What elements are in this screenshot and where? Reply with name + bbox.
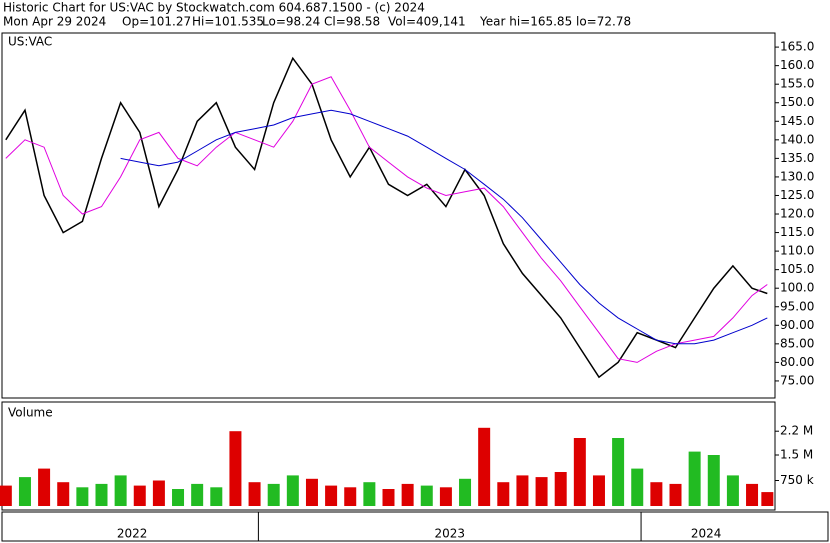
volume-bar: [592, 475, 605, 506]
volume-bar: [76, 487, 89, 506]
volume-bar: [133, 485, 146, 506]
volume-bar: [57, 482, 70, 506]
y-tick-label: 110.0: [780, 244, 814, 258]
y-tick-label: 135.0: [780, 151, 814, 165]
volume-bar: [286, 475, 299, 506]
y-tick-label: 75.00: [780, 373, 814, 387]
volume-bar: [114, 475, 127, 506]
volume-bar: [95, 483, 108, 506]
y-tick-label: 125.0: [780, 188, 814, 202]
header-year-high: Year hi=165.85: [479, 15, 572, 29]
volume-bar: [535, 477, 548, 506]
volume-panel-label: Volume: [8, 406, 53, 420]
price-line: [5, 76, 768, 363]
x-tick-label: 2024: [691, 527, 722, 541]
volume-bar: [612, 438, 625, 506]
header-line2: Mon Apr 29 2024 Op=101.27 Hi=101.535 Lo=…: [3, 15, 631, 29]
volume-bar: [439, 487, 452, 506]
header-year-low: lo=72.78: [576, 15, 631, 29]
volume-bar: [554, 472, 567, 506]
volume-bar: [210, 487, 223, 506]
header-low: Lo=98.24: [262, 15, 320, 29]
y-tick-label: 165.0: [780, 40, 814, 54]
volume-bar: [459, 478, 472, 506]
header-line1: Historic Chart for US:VAC by Stockwatch.…: [3, 1, 425, 15]
volume-bar: [573, 438, 586, 506]
volume-bar: [746, 483, 759, 506]
y-tick-label: 105.0: [780, 262, 814, 276]
volume-bar: [305, 478, 318, 506]
volume-panel: [1, 401, 776, 511]
volume-bar: [38, 468, 51, 506]
volume-bar: [516, 475, 529, 506]
y-tick-label: 160.0: [780, 58, 814, 72]
volume-bar: [172, 489, 185, 506]
price-panel-label: US:VAC: [8, 35, 52, 49]
y-tick-label: 130.0: [780, 169, 814, 183]
volume-bar: [248, 482, 261, 506]
header-close: Cl=98.58: [324, 15, 380, 29]
header-open: Op=101.27: [122, 15, 191, 29]
volume-bar: [325, 485, 338, 506]
volume-bar: [344, 487, 357, 506]
time-axis: [1, 511, 829, 542]
y-tick-label: 750 k: [780, 473, 814, 487]
x-tick-label: 2023: [434, 527, 465, 541]
y-tick-label: 140.0: [780, 132, 814, 146]
volume-bar: [497, 482, 510, 506]
volume-bar: [0, 485, 12, 506]
y-tick-label: 2.2 M: [780, 424, 813, 438]
y-tick-label: 1.5 M: [780, 448, 813, 462]
volume-bar: [761, 492, 774, 506]
volume-bar: [382, 489, 395, 506]
header-volume: Vol=409,141: [388, 15, 466, 29]
price-line: [5, 56, 768, 379]
y-tick-label: 85.00: [780, 336, 814, 350]
volume-bar: [688, 451, 701, 506]
volume-bar: [669, 483, 682, 506]
header-high: Hi=101.535: [192, 15, 264, 29]
y-tick-label: 80.00: [780, 355, 814, 369]
volume-bar: [152, 480, 165, 506]
y-tick-label: 150.0: [780, 95, 814, 109]
volume-bar: [478, 427, 491, 506]
y-tick-label: 95.00: [780, 299, 814, 313]
volume-bar: [18, 477, 31, 506]
volume-bar: [267, 483, 280, 506]
volume-bar: [631, 468, 644, 506]
y-tick-label: 155.0: [780, 77, 814, 91]
price-line: [120, 109, 768, 345]
volume-bar: [401, 483, 414, 506]
volume-bar: [363, 482, 376, 506]
y-tick-label: 100.0: [780, 281, 814, 295]
volume-bar: [650, 482, 663, 506]
x-tick-label: 2022: [117, 527, 148, 541]
y-tick-label: 90.00: [780, 318, 814, 332]
y-tick-label: 120.0: [780, 207, 814, 221]
price-panel: [1, 32, 776, 399]
header-date: Mon Apr 29 2024: [3, 15, 106, 29]
volume-bar: [726, 475, 739, 506]
y-tick-label: 145.0: [780, 114, 814, 128]
y-tick-label: 115.0: [780, 225, 814, 239]
volume-bar: [707, 455, 720, 506]
volume-bar: [191, 483, 204, 506]
volume-bar: [229, 431, 242, 506]
volume-bar: [420, 485, 433, 506]
